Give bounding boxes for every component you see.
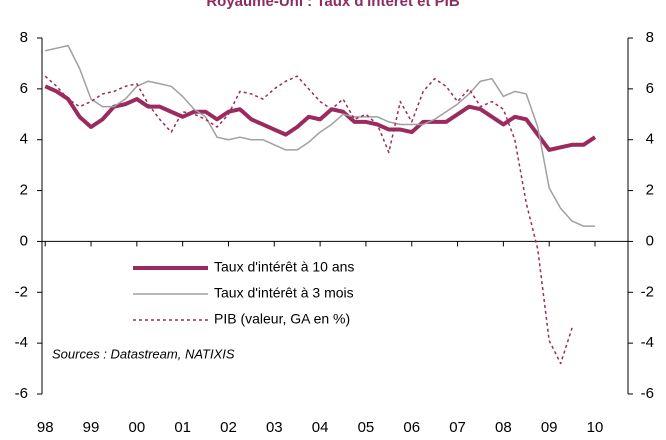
y-tick-label: -2 bbox=[15, 283, 28, 300]
y2-tick-label: 2 bbox=[646, 182, 654, 199]
x-tick-label: 00 bbox=[128, 419, 145, 436]
y-tick-label: 4 bbox=[20, 131, 28, 148]
y2-tick-label: -4 bbox=[641, 334, 654, 351]
legend-label: PIB (valeur, GA en %) bbox=[214, 311, 350, 327]
x-tick-label: 98 bbox=[37, 419, 54, 436]
x-tick-label: 08 bbox=[495, 419, 512, 436]
series-line bbox=[44, 75, 573, 365]
legend-label: Taux d'intérêt à 3 mois bbox=[214, 285, 354, 301]
y2-tick-label: 0 bbox=[646, 232, 654, 249]
y-tick-label: -4 bbox=[15, 334, 28, 351]
y-tick-label: -6 bbox=[15, 385, 28, 402]
source-note: Sources : Datastream, NATIXIS bbox=[52, 346, 235, 361]
y-tick-label: 2 bbox=[20, 182, 28, 199]
x-tick-label: 02 bbox=[220, 419, 237, 436]
y-tick-label: 0 bbox=[20, 232, 28, 249]
x-tick-label: 10 bbox=[587, 419, 604, 436]
chart-title: Royaume-Uni : Taux d'intérêt et PIB bbox=[206, 0, 459, 10]
y2-tick-label: 8 bbox=[646, 29, 654, 46]
y2-tick-label: -2 bbox=[641, 283, 654, 300]
x-tick-label: 99 bbox=[83, 419, 100, 436]
y2-tick-label: -6 bbox=[641, 385, 654, 402]
y2-tick-label: 4 bbox=[646, 131, 654, 148]
x-tick-label: 09 bbox=[541, 419, 558, 436]
y-tick-label: 8 bbox=[20, 29, 28, 46]
legend-label: Taux d'intérêt à 10 ans bbox=[214, 259, 354, 275]
series-line bbox=[44, 84, 597, 152]
x-tick-label: 05 bbox=[358, 419, 375, 436]
x-tick-label: 01 bbox=[174, 419, 191, 436]
y2-tick-label: 6 bbox=[646, 80, 654, 97]
x-tick-label: 07 bbox=[449, 419, 466, 436]
x-tick-label: 04 bbox=[312, 419, 329, 436]
series-line bbox=[45, 44, 596, 227]
y-tick-label: 6 bbox=[20, 80, 28, 97]
x-tick-label: 03 bbox=[266, 419, 283, 436]
x-tick-label: 06 bbox=[403, 419, 420, 436]
